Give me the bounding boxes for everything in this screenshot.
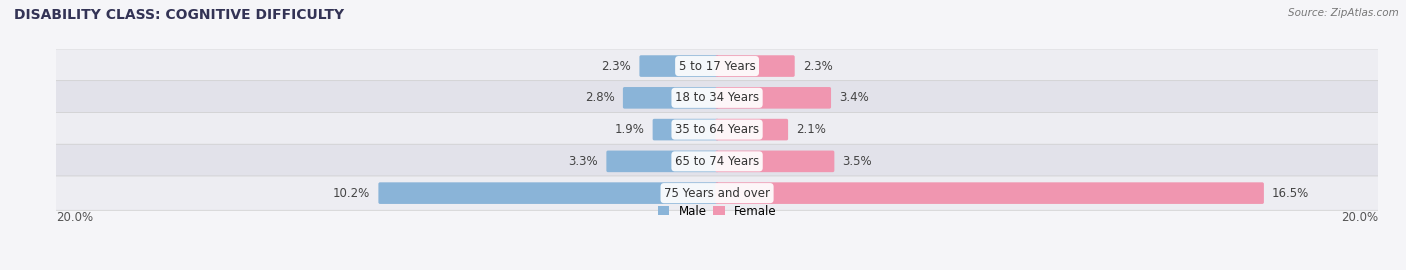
Text: Source: ZipAtlas.com: Source: ZipAtlas.com: [1288, 8, 1399, 18]
Text: 3.5%: 3.5%: [842, 155, 872, 168]
Text: 20.0%: 20.0%: [1341, 211, 1378, 224]
FancyBboxPatch shape: [55, 144, 1379, 178]
Text: 3.3%: 3.3%: [568, 155, 598, 168]
Text: 75 Years and over: 75 Years and over: [664, 187, 770, 200]
Text: 35 to 64 Years: 35 to 64 Years: [675, 123, 759, 136]
Text: 20.0%: 20.0%: [56, 211, 93, 224]
Text: 5 to 17 Years: 5 to 17 Years: [679, 60, 755, 73]
Legend: Male, Female: Male, Female: [658, 205, 776, 218]
FancyBboxPatch shape: [716, 55, 794, 77]
Text: 10.2%: 10.2%: [333, 187, 370, 200]
Text: 16.5%: 16.5%: [1272, 187, 1309, 200]
FancyBboxPatch shape: [55, 49, 1379, 83]
FancyBboxPatch shape: [378, 182, 718, 204]
FancyBboxPatch shape: [55, 176, 1379, 210]
Text: 2.3%: 2.3%: [803, 60, 832, 73]
Text: 1.9%: 1.9%: [614, 123, 644, 136]
Text: 2.8%: 2.8%: [585, 91, 614, 104]
Text: 2.3%: 2.3%: [602, 60, 631, 73]
FancyBboxPatch shape: [55, 112, 1379, 147]
FancyBboxPatch shape: [652, 119, 718, 140]
Text: 65 to 74 Years: 65 to 74 Years: [675, 155, 759, 168]
Text: 3.4%: 3.4%: [839, 91, 869, 104]
Text: DISABILITY CLASS: COGNITIVE DIFFICULTY: DISABILITY CLASS: COGNITIVE DIFFICULTY: [14, 8, 344, 22]
FancyBboxPatch shape: [640, 55, 718, 77]
FancyBboxPatch shape: [716, 87, 831, 109]
Text: 18 to 34 Years: 18 to 34 Years: [675, 91, 759, 104]
FancyBboxPatch shape: [716, 119, 789, 140]
Text: 2.1%: 2.1%: [796, 123, 827, 136]
FancyBboxPatch shape: [716, 182, 1264, 204]
FancyBboxPatch shape: [623, 87, 718, 109]
FancyBboxPatch shape: [716, 151, 834, 172]
FancyBboxPatch shape: [606, 151, 718, 172]
FancyBboxPatch shape: [55, 81, 1379, 115]
